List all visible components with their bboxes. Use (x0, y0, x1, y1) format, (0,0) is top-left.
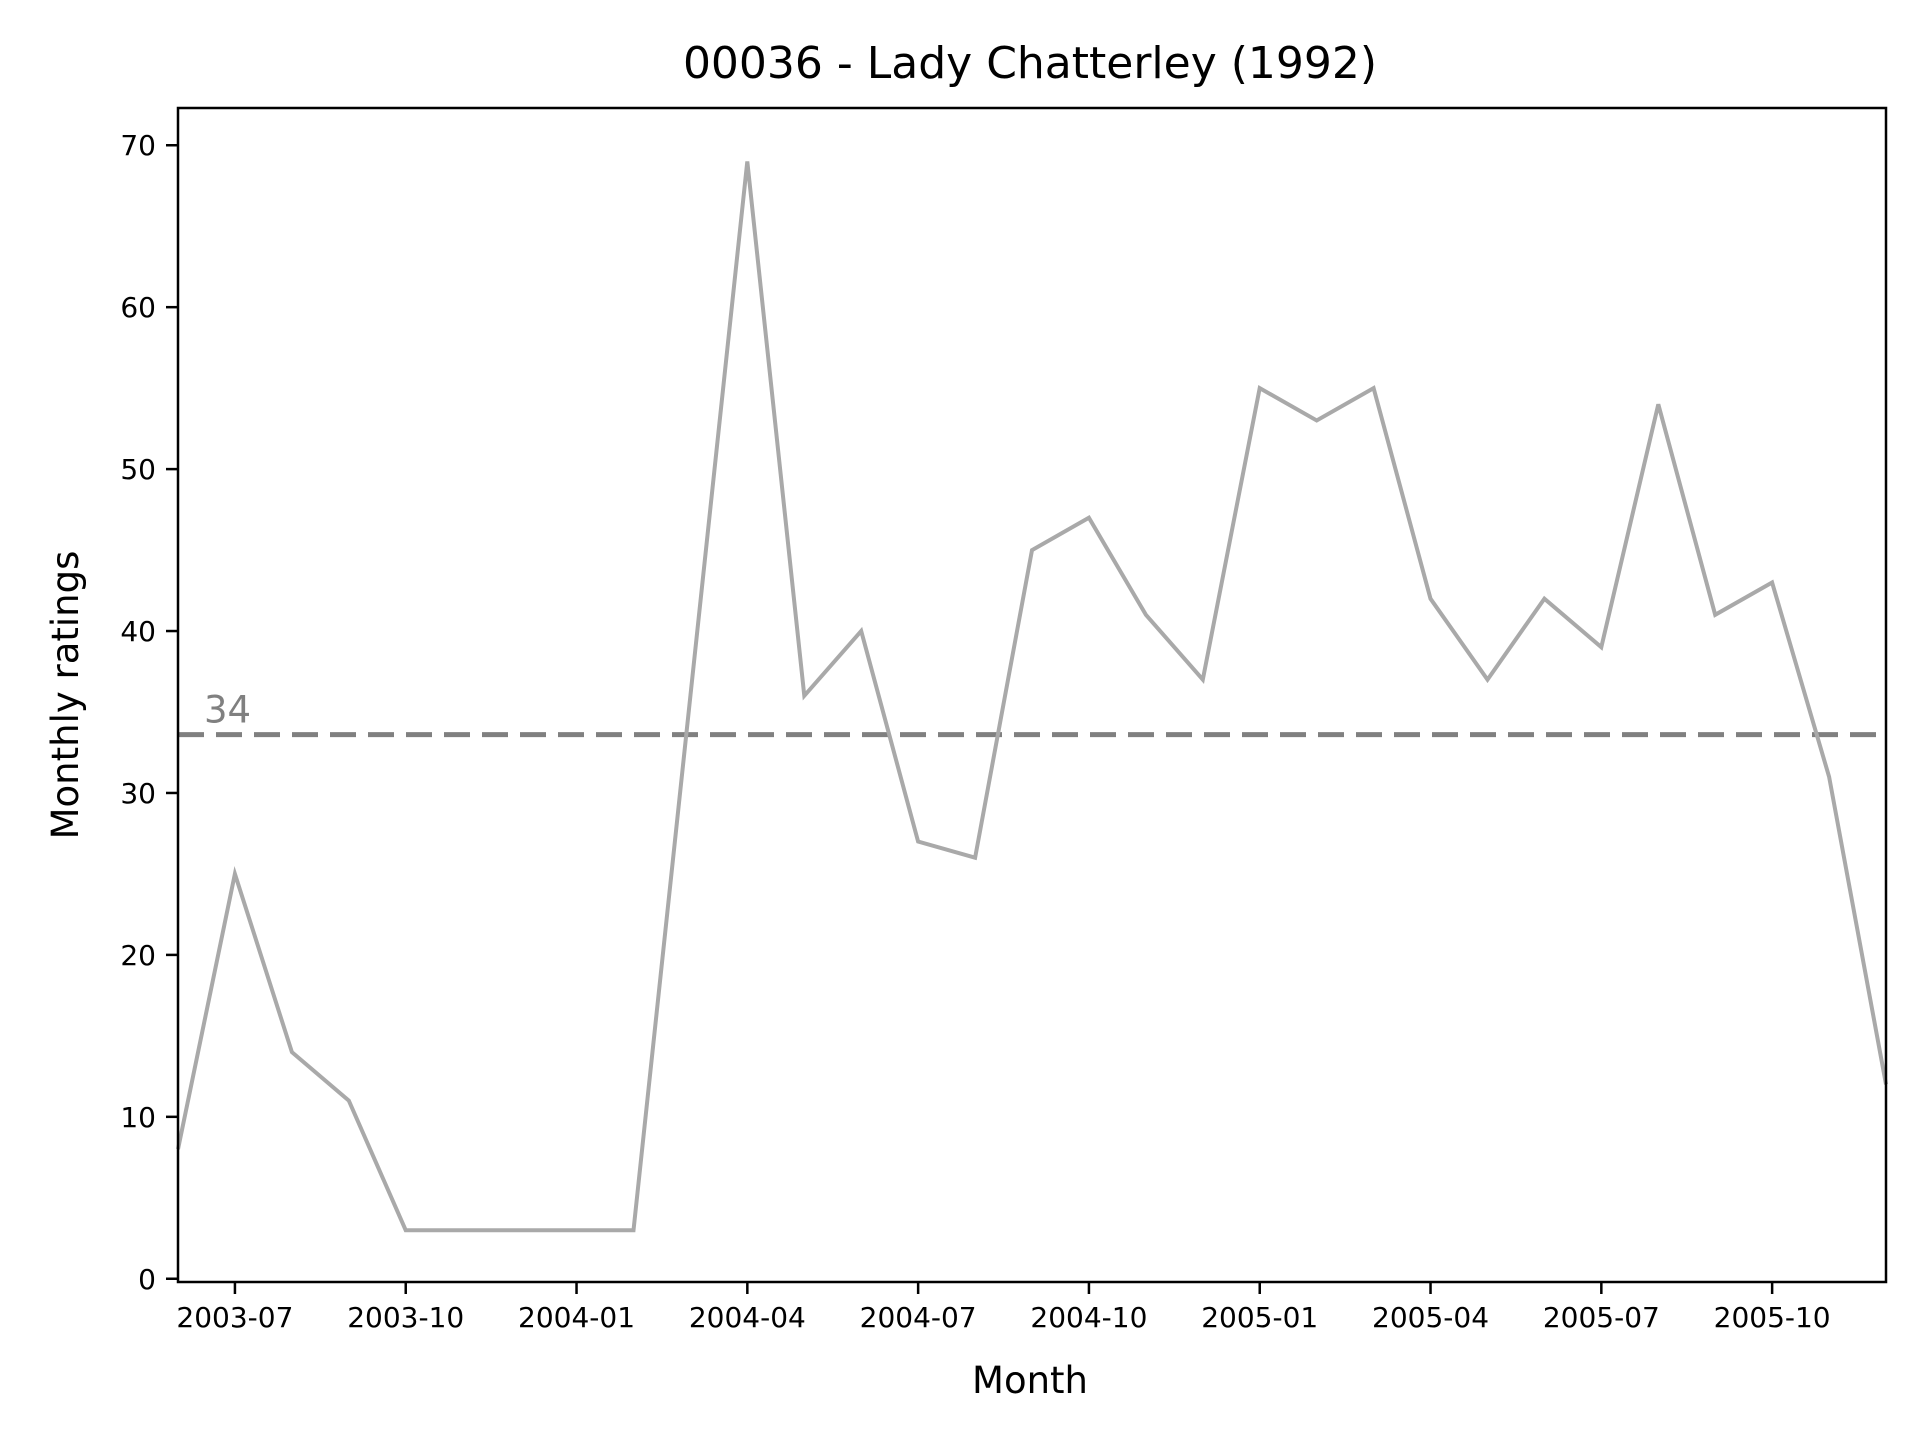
y-tick-label: 60 (120, 291, 156, 324)
x-tick-label: 2005-10 (1714, 1301, 1831, 1334)
x-tick-label: 2004-04 (689, 1301, 806, 1334)
y-tick-label: 50 (120, 453, 156, 486)
x-tick-label: 2005-04 (1372, 1301, 1489, 1334)
plot-frame (176, 106, 1888, 1284)
x-tick-label: 2004-01 (518, 1301, 635, 1334)
x-tick-label: 2005-07 (1543, 1301, 1660, 1334)
y-tick-label: 0 (138, 1263, 156, 1296)
y-tick-label: 70 (120, 129, 156, 162)
chart-title: 00036 - Lady Chatterley (1992) (683, 38, 1377, 89)
x-tick-label: 2004-07 (860, 1301, 977, 1334)
y-tick-label: 10 (120, 1101, 156, 1134)
x-axis-label: Month (972, 1359, 1088, 1402)
y-axis-label: Monthly ratings (44, 551, 87, 840)
x-axis: 2003-07 2003-10 2004-01 2004-04 2004-07 2004-… (176, 1282, 1831, 1334)
y-axis: 0 10 20 30 40 50 60 70 (120, 129, 178, 1296)
x-tick-label: 2005-01 (1201, 1301, 1318, 1334)
x-tick-label: 2003-10 (347, 1301, 464, 1334)
mean-line-label: 34 (204, 689, 251, 732)
y-tick-label: 20 (120, 939, 156, 972)
x-tick-label: 2003-07 (176, 1301, 293, 1334)
x-tick-label: 2004-10 (1030, 1301, 1147, 1334)
plot-area: 34 (176, 161, 1888, 1233)
y-tick-label: 30 (120, 777, 156, 810)
y-tick-label: 40 (120, 615, 156, 648)
series-line-1 (176, 161, 1888, 1233)
